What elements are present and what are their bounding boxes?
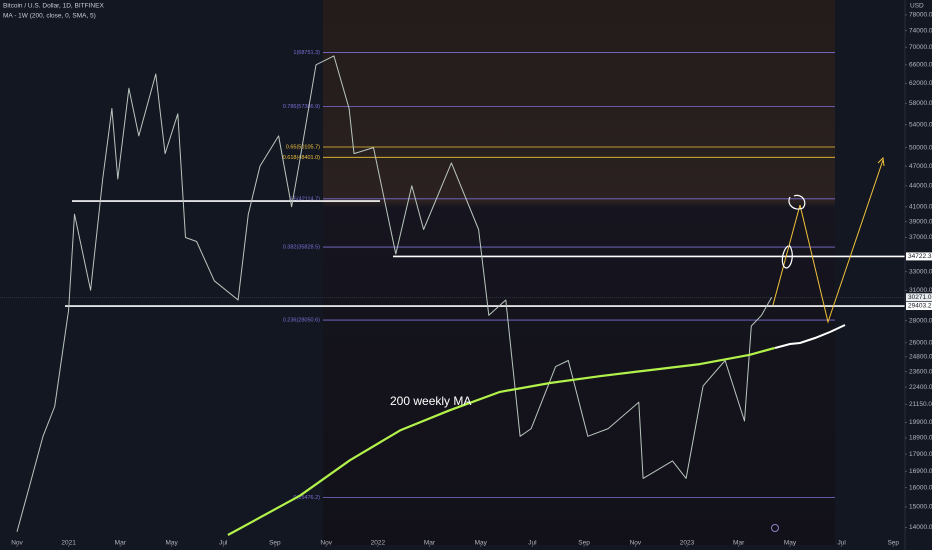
y-tick-label: 37000.0 (909, 234, 932, 241)
y-tick-label: 31000.0 (909, 287, 932, 294)
y-tick-label: 44000.0 (909, 182, 932, 189)
y-axis-panel (905, 0, 932, 550)
y-tick-label: 54000.0 (909, 121, 932, 128)
x-tick-label: 2023 (680, 540, 695, 547)
y-tick-label: 41000.0 (909, 204, 932, 211)
y-tick-label: 24800.0 (909, 354, 932, 361)
fib-label: 0.382(35828.5) (283, 245, 320, 251)
x-tick-label: Nov (630, 540, 642, 547)
x-tick-label: 2022 (371, 540, 386, 547)
y-tick-label: 58000.0 (909, 100, 932, 107)
x-tick-label: Jul (219, 540, 228, 547)
fib-label: 0(15476.2) (293, 495, 320, 501)
fib-zone (323, 0, 835, 545)
y-tick-label: 62000.0 (909, 80, 932, 87)
legend-ma: MA - 1W (200, close, 0, SMA, 5) (3, 13, 96, 20)
y-tick-label: 23600.0 (909, 368, 932, 375)
last-price-label: 30271.0 (908, 294, 932, 301)
x-tick-label: Sep (269, 540, 281, 547)
legend-main: Bitcoin / U.S. Dollar, 1D, BITFINEX (3, 3, 104, 10)
x-tick-label: Mar (115, 540, 127, 547)
y-tick-label: 18900.0 (909, 435, 932, 442)
fib-label: 0.618(48401.0) (283, 155, 320, 161)
y-tick-label: 33000.0 (909, 268, 932, 275)
y-axis-label: USD (910, 3, 924, 10)
price-tag (906, 252, 932, 261)
x-tick-label: Mar (424, 540, 436, 547)
y-tick-label: 22400.0 (909, 384, 932, 391)
y-tick-label: 16900.0 (909, 468, 932, 475)
annotation: 200 weekly MA (390, 394, 471, 408)
series (16, 55, 776, 536)
y-tick-label: 14000.0 (909, 524, 932, 531)
x-tick-label: Sep (887, 540, 899, 547)
drawings (771, 156, 885, 532)
arrow-head (877, 156, 885, 167)
x-tick-label: 2021 (61, 540, 76, 547)
event-icon (771, 524, 779, 532)
y-tick-label: 17900.0 (909, 451, 932, 458)
y-tick-label: 28000.0 (909, 317, 932, 324)
fib-label: 0.236(28050.6) (283, 318, 320, 324)
y-tick-label: 16000.0 (909, 484, 932, 491)
last-price-tag (906, 293, 932, 302)
price-tag (906, 302, 932, 311)
x-tick-label: Nov (320, 540, 332, 547)
x-tick-label: May (475, 540, 488, 547)
x-tick-label: May (165, 540, 178, 547)
price-line (16, 55, 773, 532)
path-projection (772, 159, 884, 324)
x-tick-label: Nov (11, 540, 23, 547)
fib-label: 0.5(42114.7) (289, 196, 320, 202)
y-tick-label: 15000.0 (909, 504, 932, 511)
levels: 1(68751.3) 0.786(57386.9) 0.65(50105.7) 0.6… (0, 50, 905, 501)
price-tag-label: 34722.3 (908, 253, 932, 260)
x-tick-label: Jul (528, 540, 537, 547)
ma-projection (774, 324, 846, 349)
fib-label: 0.65(50105.7) (286, 144, 320, 150)
y-tick-label: 39000.0 (909, 218, 932, 225)
y-tick-label: 50000.0 (909, 144, 932, 151)
circle-drawing (788, 194, 806, 210)
axes: 78000.0 74000.0 70000.0 66000.0 62000.0 58000… (11, 0, 932, 550)
fib-label: 0.786(57386.9) (283, 104, 320, 110)
y-tick-label: 74000.0 (909, 27, 932, 34)
y-tick-label: 78000.0 (909, 12, 932, 19)
x-tick-label: Jul (837, 540, 846, 547)
y-tick-label: 26000.0 (909, 339, 932, 346)
x-tick-label: Sep (578, 540, 590, 547)
y-tick-label: 21150.0 (909, 401, 932, 408)
y-tick-label: 66000.0 (909, 61, 932, 68)
circle-drawing (781, 244, 793, 269)
y-tick-label: 47000.0 (909, 163, 932, 170)
y-tick-label: 70000.0 (909, 44, 932, 51)
x-tick-label: Mar (733, 540, 745, 547)
fib-label: 1(68751.3) (293, 50, 320, 56)
ma-line (227, 346, 776, 536)
x-tick-label: May (784, 540, 797, 547)
y-tick-label: 19900.0 (909, 419, 932, 426)
price-tag-label: 29403.2 (908, 303, 932, 310)
